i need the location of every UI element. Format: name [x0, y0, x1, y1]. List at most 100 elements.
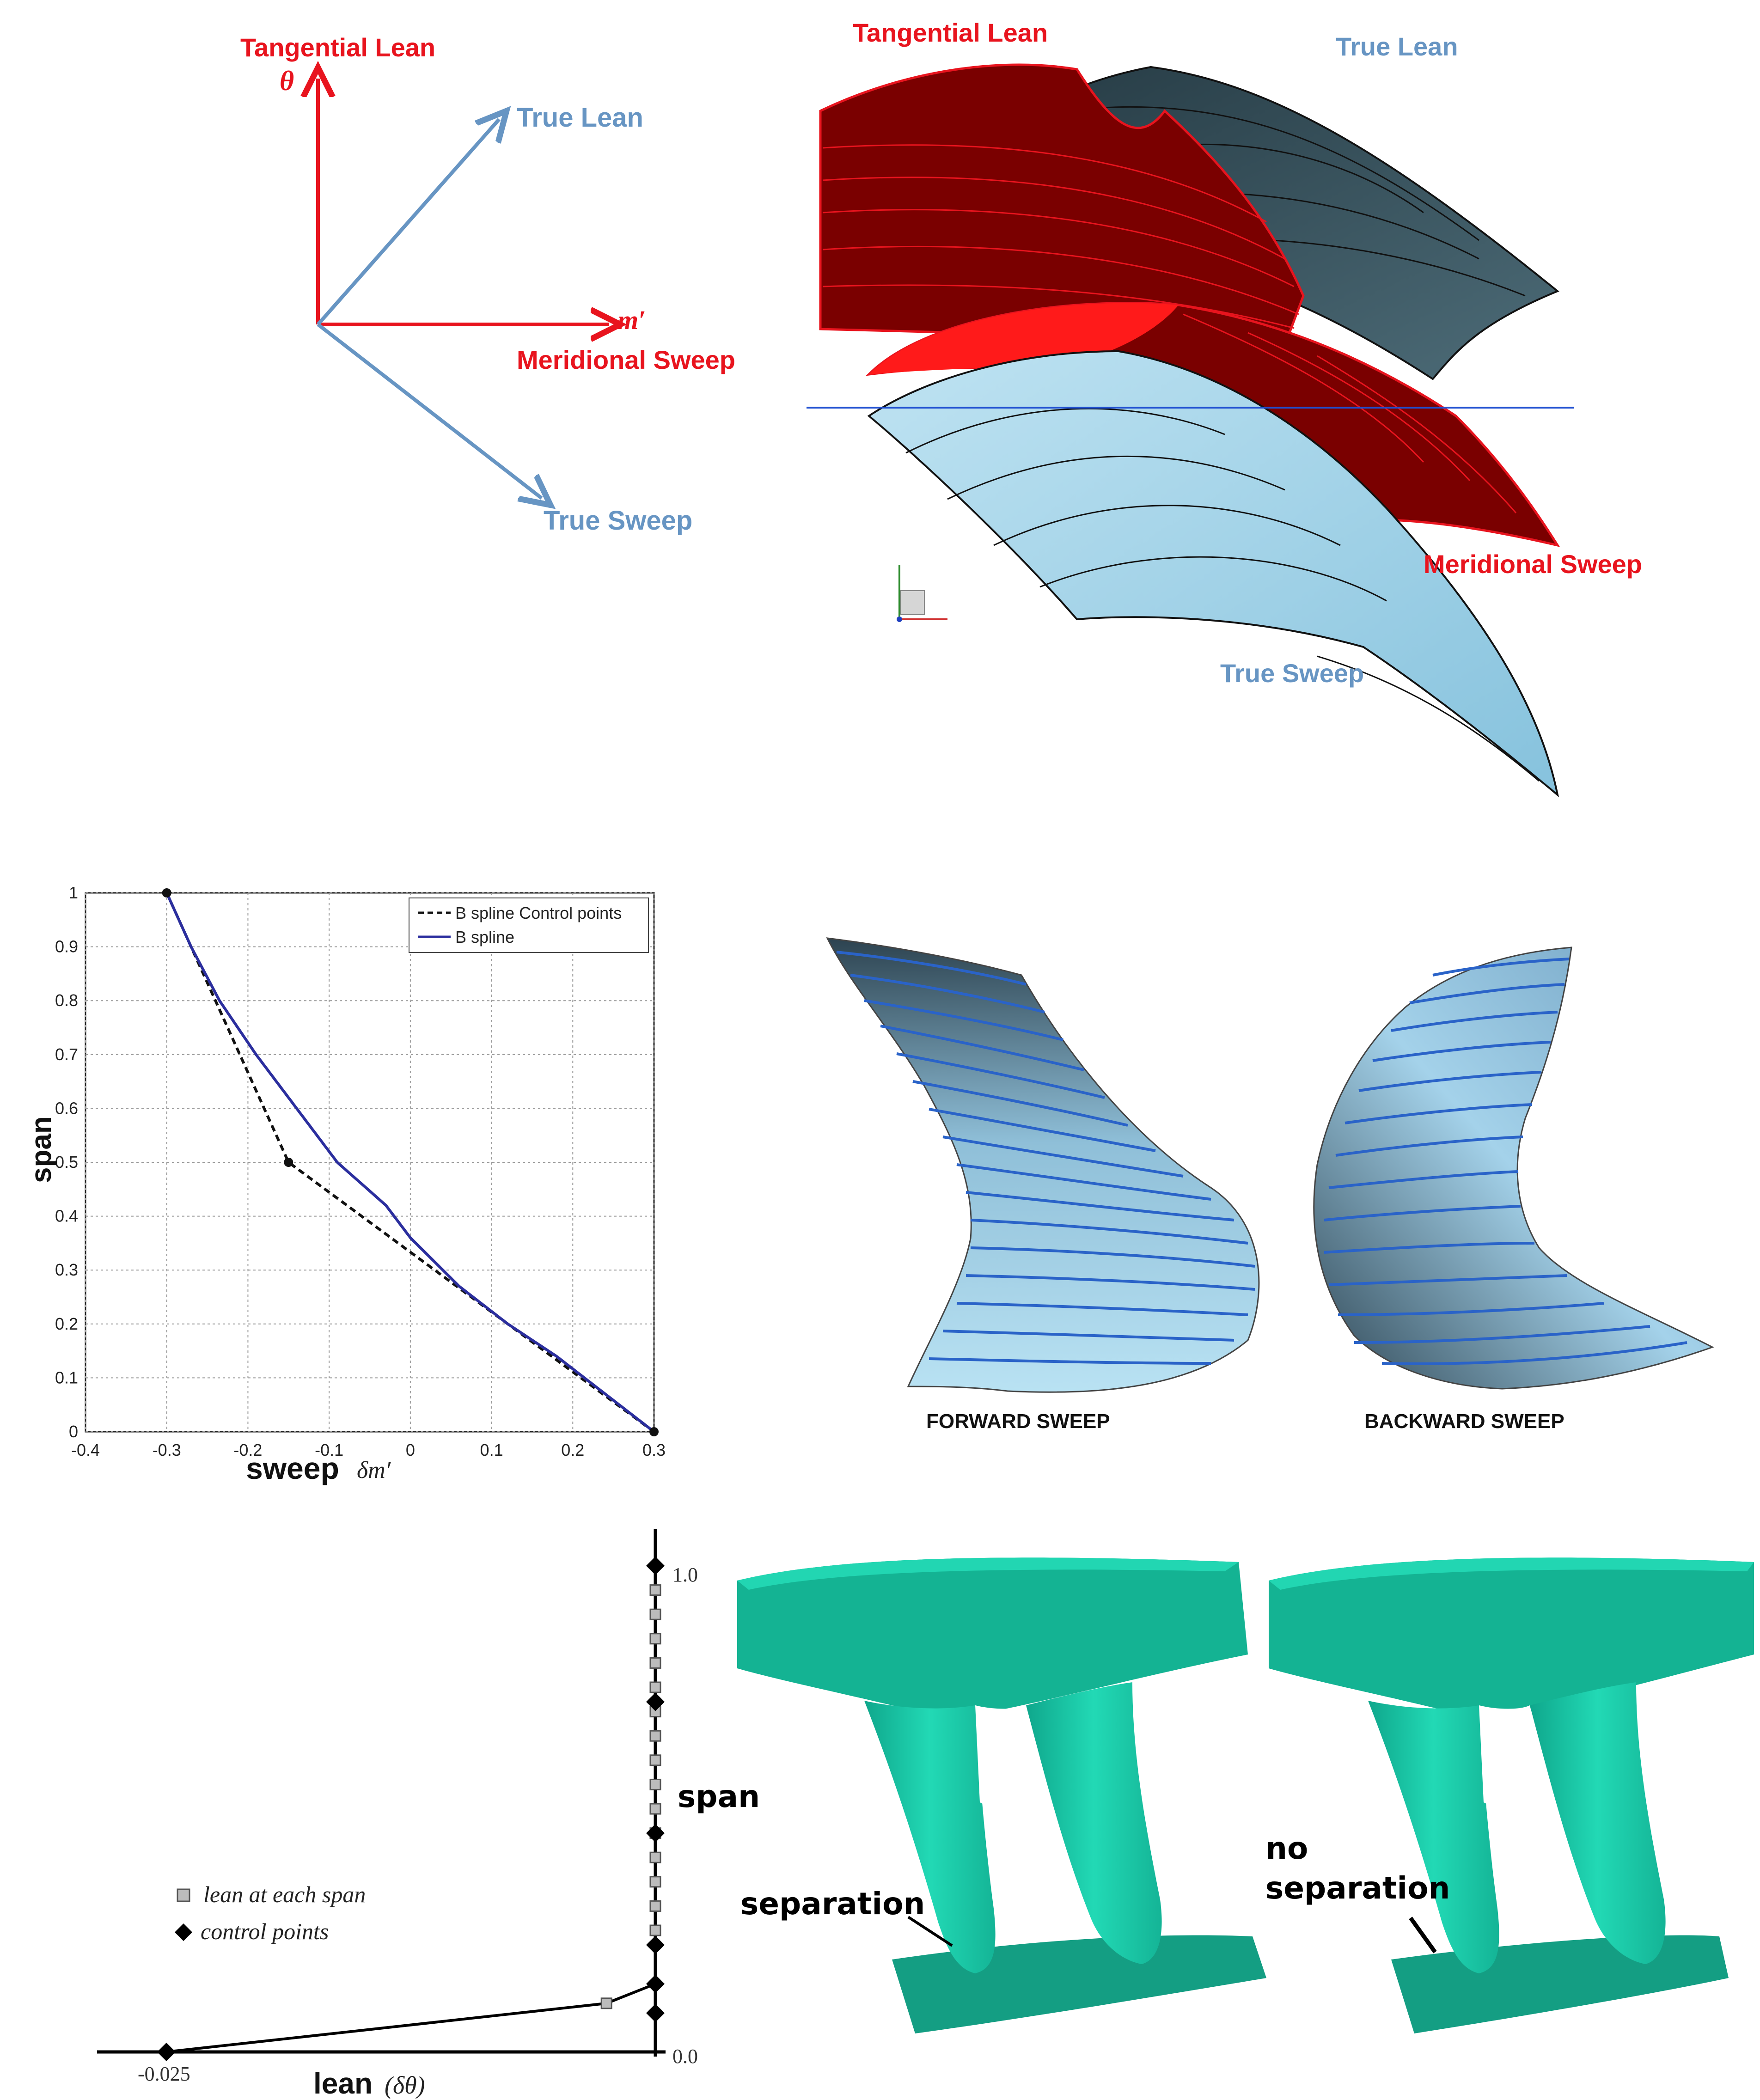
- sweep-bspline-chart: -0.4 -0.3 -0.2 -0.1 0 0.1 0.2 0.3 0 0.1 0.2 0.3 0.4 0…: [25, 883, 666, 1485]
- no-separation-view: no separation: [1265, 1557, 1754, 2033]
- lean-sweep-vector-diagram: Tangential Lean θ True Lean m′ Meridiona…: [240, 33, 735, 536]
- lean-tick-neg-0-025: -0.025: [138, 2063, 190, 2085]
- blade-right-2: [1530, 1682, 1666, 1964]
- lean-tick-0-0: 0.0: [672, 2045, 698, 2068]
- forward-sweep-caption: FORWARD SWEEP: [926, 1410, 1110, 1433]
- sweep-chart-xlabel: sweep: [246, 1451, 339, 1485]
- shroud-right: [1269, 1557, 1754, 1719]
- legend-lean-each-span: lean at each span: [203, 1881, 366, 1907]
- sweep-xtick-label: 0.3: [642, 1441, 666, 1459]
- control-point-marker: [649, 1427, 659, 1436]
- sweep-ytick-label: 0.3: [55, 1260, 78, 1279]
- tangential-lean-label: Tangential Lean: [240, 33, 435, 62]
- lean-chart-xlabel-symbol: (δθ): [385, 2071, 425, 2099]
- sweep-chart-series: [162, 888, 659, 1436]
- legend-control-points-lean: control points: [201, 1918, 329, 1944]
- sweep-chart-ticks: -0.4 -0.3 -0.2 -0.1 0 0.1 0.2 0.3 0 0.1 0.2 0.3 0.4 0…: [55, 883, 666, 1459]
- blade-right-1: [1368, 1701, 1499, 1973]
- lean-span-marker: [600, 1997, 612, 2009]
- sweep-xtick-label: -0.1: [315, 1441, 343, 1459]
- blade-tangential-lean-label: Tangential Lean: [853, 18, 1048, 47]
- backward-sweep-blade: [1313, 946, 1714, 1390]
- lean-span-marker: [649, 1778, 661, 1790]
- lean-control-point-marker: [157, 2043, 176, 2061]
- control-point-marker: [284, 1158, 293, 1167]
- meridional-sweep-label: Meridional Sweep: [517, 345, 735, 374]
- blade-true-sweep-label: True Sweep: [1220, 659, 1364, 688]
- legend-control-points: B spline Control points: [455, 903, 622, 922]
- sweep-xtick-label: 0.2: [561, 1441, 584, 1459]
- lean-control-point-marker: [646, 1692, 665, 1711]
- lean-span-marker: [649, 1633, 661, 1645]
- lean-chart-series: [157, 1557, 665, 2061]
- sweep-chart-grid: [85, 892, 654, 1432]
- sweep-xtick-label: -0.3: [153, 1441, 181, 1459]
- meridional-sweep-blade-top: [869, 303, 1179, 374]
- lean-chart-ylabel: span: [678, 1779, 760, 1814]
- sweep-xtick-label: -0.2: [233, 1441, 262, 1459]
- control-point-marker: [162, 888, 171, 897]
- true-lean-label: True Lean: [517, 103, 643, 133]
- blade-lean-sweep-render: Tangential Lean True Lean Meridional Swe…: [807, 18, 1642, 798]
- sweep-ytick-label: 0.6: [55, 1099, 78, 1117]
- lean-control-point-marker: [646, 1974, 665, 1993]
- sweep-chart-legend: B spline Control points B spline: [409, 897, 649, 953]
- forward-sweep-blade: [826, 937, 1260, 1393]
- blade-true-lean-label: True Lean: [1336, 32, 1458, 61]
- tangential-lean-blade-lines: [822, 144, 1299, 329]
- sweep-ytick-label: 0.1: [55, 1368, 78, 1387]
- true-sweep-blade-lines: [905, 408, 1540, 782]
- sweep-chart-xlabel-symbol: δm′: [357, 1457, 391, 1483]
- lean-span-marker: [649, 1754, 661, 1766]
- separation-view: separation: [737, 1557, 1266, 2033]
- lean-profile-line: [166, 1982, 656, 2053]
- lean-chart-xlabel: lean: [313, 2067, 373, 2100]
- lean-span-marker: [649, 1851, 661, 1863]
- hub-left: [892, 1935, 1266, 2033]
- lean-span-marker: [649, 1584, 661, 1596]
- forward-backward-sweep-render: FORWARD SWEEP BACKWARD SWEEP: [826, 937, 1714, 1433]
- no-label: no: [1265, 1831, 1308, 1866]
- shroud-left: [737, 1557, 1248, 1719]
- lean-control-point-marker: [646, 2003, 665, 2022]
- control-points-polyline: [165, 892, 655, 1433]
- lean-span-marker: [649, 1657, 661, 1669]
- blade-left-1: [864, 1701, 996, 1973]
- lean-span-marker: [649, 1803, 661, 1815]
- backward-sweep-caption: BACKWARD SWEEP: [1364, 1410, 1564, 1433]
- m-prime-symbol: m′: [617, 305, 646, 335]
- lean-span-marker: [649, 1730, 661, 1742]
- lean-control-point-marker: [646, 1824, 665, 1843]
- theta-symbol: θ: [280, 66, 294, 96]
- sweep-ytick-label: 0.4: [55, 1207, 78, 1226]
- true-sweep-label: True Sweep: [544, 506, 692, 536]
- no-separation-label: separation: [1265, 1870, 1450, 1906]
- sweep-xtick-label: 0: [406, 1441, 415, 1459]
- meridional-sweep-blade-lines: [1183, 313, 1517, 513]
- lean-span-marker: [649, 1924, 661, 1936]
- true-sweep-blade: [867, 350, 1559, 798]
- sweep-xtick-label: 0.1: [480, 1441, 503, 1459]
- sweep-ytick-label: 0.7: [55, 1045, 78, 1064]
- lean-span-marker: [649, 1608, 661, 1620]
- sweep-ytick-label: 0.5: [55, 1153, 78, 1172]
- forward-sweep-lines: [836, 951, 1255, 1365]
- bspline-curve: [165, 892, 655, 1433]
- separation-label: separation: [740, 1886, 925, 1922]
- sweep-ytick-label: 0.2: [55, 1314, 78, 1333]
- sweep-ytick-label: 0.8: [55, 991, 78, 1010]
- lean-control-point-marker: [646, 1935, 665, 1954]
- hub-right: [1391, 1935, 1729, 2033]
- backward-sweep-lines: [1324, 958, 1687, 1365]
- legend-bspline: B spline: [455, 928, 514, 946]
- sweep-chart-ylabel: span: [25, 1116, 57, 1183]
- separation-comparison-render: separation no separation: [737, 1557, 1754, 2033]
- lean-control-points-chart: 1.0 0.0 -0.025 span lean (δθ) lean at ea…: [97, 1529, 760, 2100]
- sweep-ytick-label: 0: [69, 1422, 78, 1441]
- true-lean-vector: [317, 119, 499, 326]
- blade-left-2: [1026, 1682, 1162, 1964]
- coordinate-triad-icon: [897, 565, 947, 622]
- sweep-xtick-label: -0.4: [71, 1441, 100, 1459]
- lean-span-marker: [649, 1681, 661, 1693]
- true-sweep-vector: [317, 323, 542, 498]
